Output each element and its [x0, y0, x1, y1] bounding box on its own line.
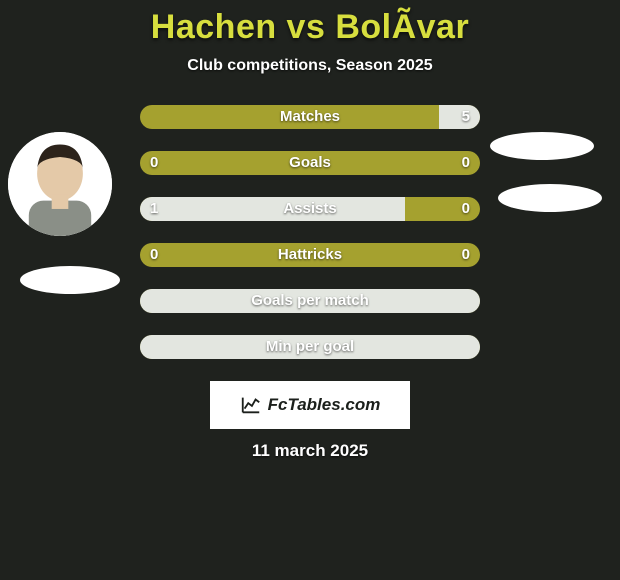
watermark-text: FcTables.com [268, 395, 381, 415]
stat-right-value: 5 [462, 105, 470, 129]
right-club-badge-top [490, 132, 594, 160]
stat-row-min-per-goal: Min per goal [140, 335, 480, 359]
stat-left-value: 1 [150, 197, 158, 221]
stat-right-value: 0 [462, 243, 470, 267]
page-title: Hachen vs BolÃ­var [0, 8, 620, 47]
stat-right-value: 0 [462, 197, 470, 221]
stat-label: Assists [140, 197, 480, 221]
chart-icon [240, 394, 262, 416]
stat-row-matches: Matches5 [140, 105, 480, 129]
watermark: FcTables.com [210, 381, 410, 429]
stat-row-hattricks: Hattricks0 0 [140, 243, 480, 267]
stat-row-assists: Assists1 0 [140, 197, 480, 221]
stat-right-value: 0 [462, 151, 470, 175]
stat-row-goals-per-match: Goals per match [140, 289, 480, 313]
right-club-badge-bottom [498, 184, 602, 212]
stat-row-goals: Goals0 0 [140, 151, 480, 175]
stat-label: Hattricks [140, 243, 480, 267]
stat-label: Min per goal [140, 335, 480, 359]
left-player-avatar [8, 132, 112, 236]
stat-label: Goals [140, 151, 480, 175]
page-subtitle: Club competitions, Season 2025 [0, 57, 620, 75]
left-player-silhouette-icon [8, 132, 112, 236]
stat-label: Matches [140, 105, 480, 129]
left-club-badge [20, 266, 120, 294]
stat-label: Goals per match [140, 289, 480, 313]
stat-left-value: 0 [150, 151, 158, 175]
date-label: 11 march 2025 [0, 441, 620, 461]
comparison-bars: Matches5Goals00Assists10Hattricks00Goals… [140, 105, 480, 359]
stat-left-value: 0 [150, 243, 158, 267]
